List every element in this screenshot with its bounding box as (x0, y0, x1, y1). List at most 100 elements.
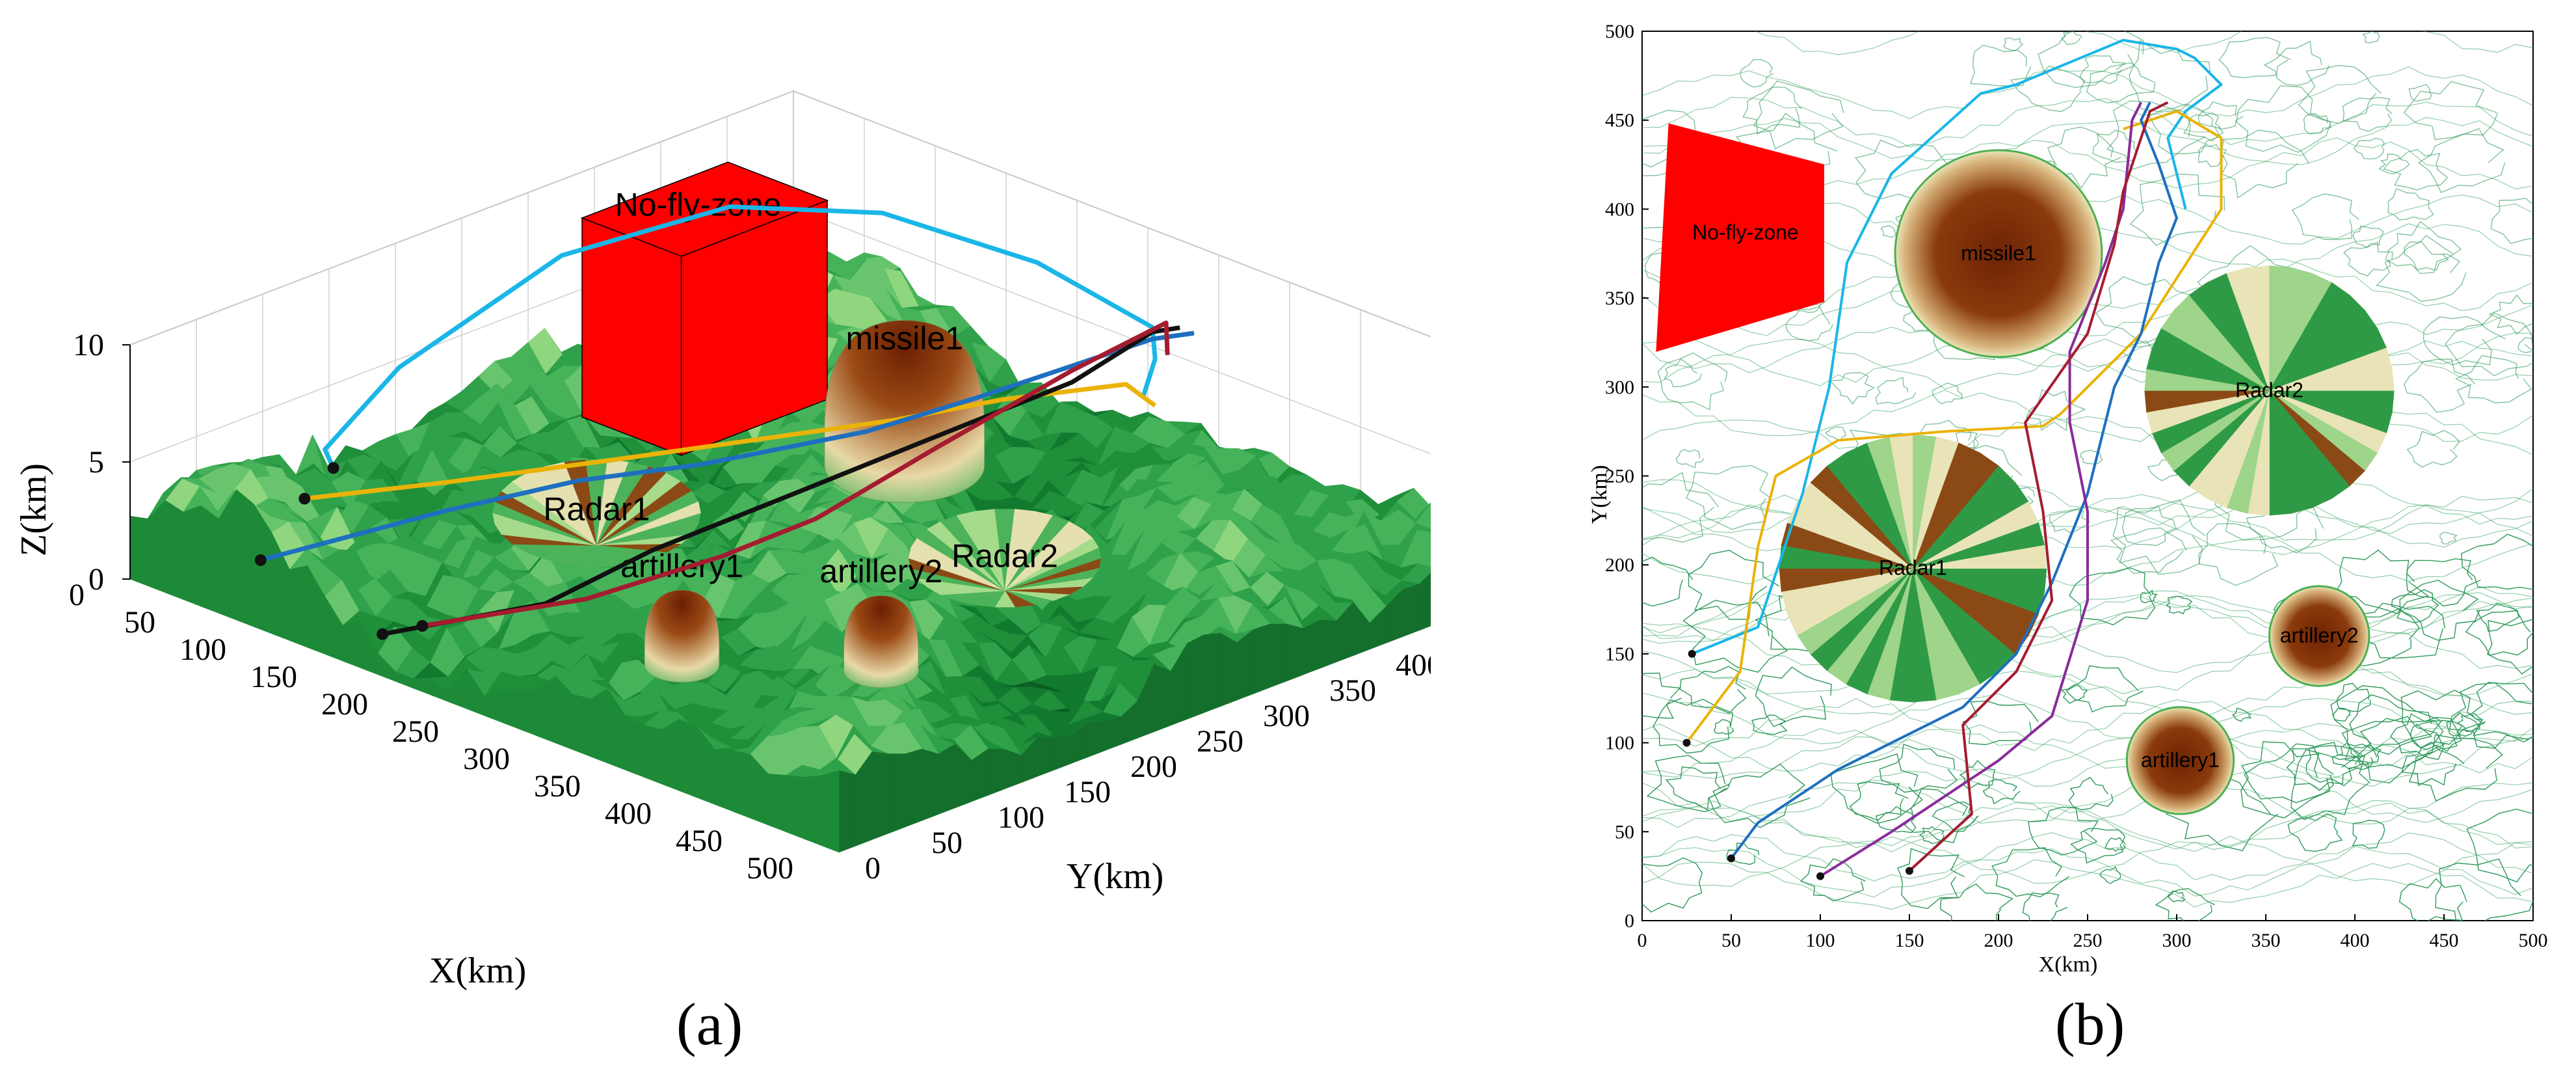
contour-line (1991, 846, 2070, 898)
contour-line (2060, 684, 2088, 704)
contour-line (2350, 745, 2382, 765)
contour-line (2038, 31, 2144, 88)
contour-line (1919, 826, 1945, 845)
contour-line (2198, 144, 2227, 167)
y-axis-label-b: Y(km) (1587, 465, 1612, 524)
terrain-skirt (821, 770, 840, 853)
y-tick-label: 350 (1605, 288, 1634, 309)
contour-line (1642, 835, 2533, 887)
contour-line (2065, 665, 2144, 713)
contour-line (1682, 599, 1788, 673)
flight-path-2d (1819, 101, 2142, 878)
x-tick-label: 450 (676, 824, 723, 858)
contour-line (2198, 523, 2279, 586)
contour-line (2342, 96, 2393, 132)
x-tick-label: 300 (463, 742, 510, 776)
terrain-skirt (165, 500, 184, 600)
contour-line (2105, 837, 2126, 852)
artillery1-3d (644, 589, 720, 683)
contour-line (2390, 713, 2462, 761)
contour-line (1755, 666, 1832, 727)
y-tick-label: 250 (1605, 466, 1634, 487)
radar-sector (1004, 547, 1102, 591)
contour-line (1642, 770, 2533, 823)
x-tick-label: 50 (1721, 930, 1741, 951)
contour-line (2490, 197, 2533, 245)
contour-line (2460, 534, 2533, 590)
contour-line (1962, 700, 2039, 746)
terrain-skirt (767, 773, 786, 832)
y-tick-label: 150 (1605, 643, 1634, 665)
z-tick-label: 5 (88, 445, 104, 480)
x-tick-label: 150 (1895, 930, 1924, 951)
terrain-skirt (786, 775, 804, 839)
contour-line (2149, 103, 2221, 155)
threat-circles: missile1 Radar2 Radar1 artillery2 artillery1 (1779, 149, 2395, 815)
flight-path-2d (1685, 110, 2223, 744)
terrain-skirt (888, 753, 906, 834)
contour-line (1675, 449, 1705, 468)
missile1-3d-label: missile1 (846, 320, 964, 357)
contour-line (1642, 859, 2533, 910)
path-start-marker (1682, 738, 1691, 747)
contour-line (1642, 846, 2533, 898)
contour-line (1880, 225, 1896, 238)
terrain-skirt (236, 489, 255, 627)
contour-line (1754, 31, 2533, 55)
contour-line (2376, 241, 2467, 302)
y-tick-label: 200 (1130, 750, 1177, 784)
contour-line (1642, 672, 1682, 719)
terrain-skirt (643, 724, 662, 785)
contour-line (1714, 719, 1734, 735)
missile1-3d (824, 319, 985, 503)
contour-line (1904, 788, 1979, 843)
contour-line (2385, 221, 2462, 275)
path-start-marker (1727, 854, 1735, 863)
x-tick-label: 50 (124, 605, 155, 640)
terrain-skirt (803, 775, 822, 846)
contour-line (2060, 31, 2082, 46)
terrain-skirt (1154, 664, 1171, 733)
y-tick-label: 250 (1197, 724, 1243, 759)
contour-line (2466, 808, 2533, 883)
radar-sector (2269, 368, 2395, 391)
terrain-skirt (413, 677, 432, 696)
y-tick-label: 300 (1263, 699, 1310, 733)
contour-line (2408, 83, 2432, 102)
x-tick-label: 400 (605, 796, 652, 831)
contour-line (2343, 241, 2393, 277)
threat-dome-4 (2125, 706, 2235, 815)
terrain-skirt (905, 748, 922, 828)
contour-line (2517, 337, 2533, 353)
flight-path-3d (382, 325, 1180, 637)
y-tick-label: 0 (1625, 910, 1634, 932)
contour-line (1932, 382, 1963, 405)
y-axis-label: Y(km) (1067, 856, 1163, 897)
contour-line (1726, 843, 1760, 865)
x-tick-label: 500 (747, 851, 793, 886)
terrain-skirt (200, 505, 219, 614)
contour-line (2198, 101, 2244, 130)
contour-line (1642, 66, 2533, 120)
contour-line (1665, 766, 1727, 811)
contour-line (2391, 589, 2439, 624)
contour-line (1959, 760, 1996, 790)
contour-line (2303, 113, 2331, 135)
contour-line (2110, 527, 2187, 575)
contour-line (2240, 741, 2331, 819)
contour-line (1642, 692, 2533, 744)
contour-line (2353, 137, 2385, 159)
path-start-marker (377, 628, 389, 640)
contour-line (2166, 774, 2279, 852)
terrain-skirt (715, 749, 733, 812)
contour-line (2010, 65, 2086, 113)
radar-sector (1913, 545, 2047, 569)
threat-radar-1 (2144, 265, 2395, 516)
x-tick-label: 200 (1984, 930, 2013, 951)
contour-line (1679, 666, 1747, 714)
no-fly-zone-side (581, 217, 682, 456)
contour-line (2465, 610, 2533, 656)
axis-ticks-2d: 0 50 100 150 200 250 300 350 400 450 500 0 50 100 150 2… (1605, 21, 2548, 951)
terrain-skirt (1187, 634, 1204, 720)
